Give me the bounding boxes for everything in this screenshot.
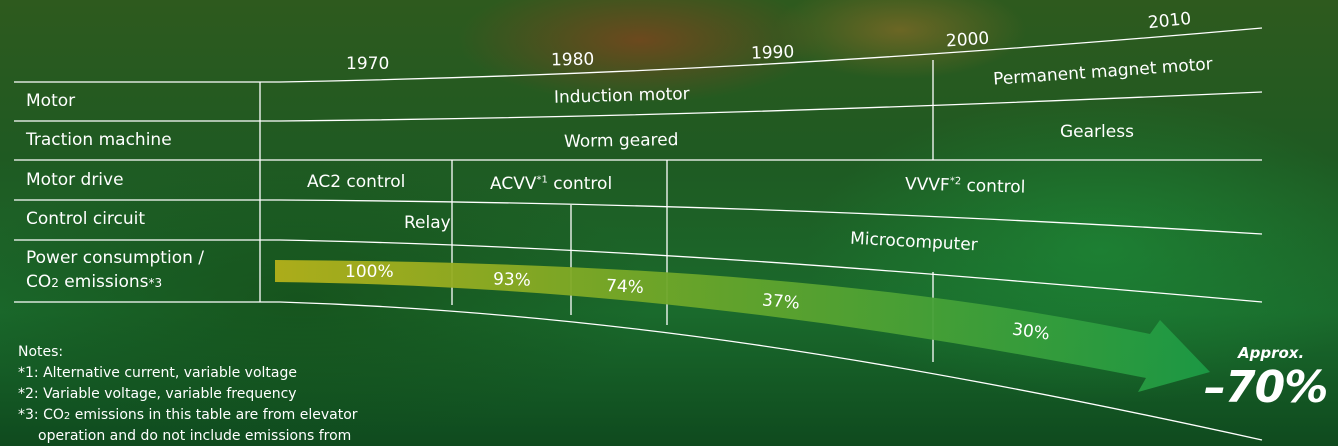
cell-induction-motor: Induction motor — [553, 84, 690, 108]
row-line-1 — [14, 91, 1263, 122]
year-label: 1970 — [346, 54, 390, 74]
approx-label: Approx. — [1238, 344, 1305, 362]
row-line-3 — [14, 199, 1263, 235]
note-3-line-2: operation and do not include emissions f… — [38, 428, 352, 444]
cell-ac2-control: AC2 control — [307, 172, 406, 192]
year-label: 2000 — [945, 28, 990, 52]
percent-label: 74% — [605, 276, 645, 298]
row-label-co2: CO2 emissions*3 — [26, 272, 163, 292]
notes-title: Notes: — [18, 344, 64, 360]
row-line-4 — [14, 239, 1263, 303]
cell-worm-geared: Worm geared — [563, 130, 679, 152]
reduction-arrow — [275, 260, 1210, 392]
cell-vvvf-control: VVVF*2 control — [904, 174, 1026, 198]
percent-label: 93% — [492, 269, 532, 291]
row-label-power: Power consumption / — [26, 248, 205, 268]
note-1: *1: Alternative current, variable voltag… — [18, 365, 297, 381]
year-label: 1990 — [750, 42, 795, 64]
row-label-traction: Traction machine — [26, 130, 172, 150]
cell-acvv-control: ACVV*1 control — [490, 174, 613, 194]
row-line-0 — [14, 27, 1263, 83]
cell-relay: Relay — [404, 213, 451, 233]
note-2: *2: Variable voltage, variable frequency — [18, 386, 297, 402]
note-3: *3: CO2 emissions in this table are from… — [18, 407, 358, 423]
row-label-drive: Motor drive — [26, 170, 124, 190]
row-line-5 — [14, 301, 1263, 441]
approx-value: –70% — [1204, 362, 1328, 413]
cell-gearless: Gearless — [1060, 122, 1134, 142]
row-label-motor: Motor — [26, 91, 76, 111]
percent-label: 100% — [345, 262, 394, 282]
year-label: 1980 — [550, 49, 595, 71]
row-label-control: Control circuit — [26, 209, 146, 229]
percent-label: 37% — [761, 290, 801, 314]
